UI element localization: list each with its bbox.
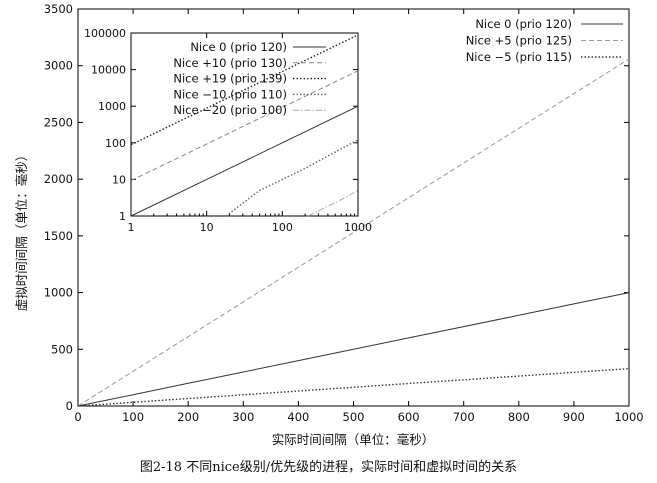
main-series-line-2 bbox=[77, 367, 630, 407]
inset-x-tick-label: 100 bbox=[272, 221, 293, 234]
main-y-tick-label: 3000 bbox=[44, 59, 73, 73]
inset-y-tick-label: 10 bbox=[112, 173, 126, 186]
main-x-axis-title: 实际时间间隔（单位：毫秒） bbox=[272, 432, 435, 447]
main-x-tick-label: 700 bbox=[453, 410, 475, 424]
inset-series-line-0 bbox=[130, 105, 359, 217]
main-x-tick-label: 1000 bbox=[614, 410, 643, 424]
main-lines bbox=[77, 58, 630, 407]
main-x-tick-label: 100 bbox=[122, 410, 144, 424]
main-y-axis-title: 虚拟时间间隔（单位：毫秒） bbox=[14, 149, 29, 312]
main-y-tick-label: 1500 bbox=[44, 229, 73, 243]
main-legend: Nice 0 (prio 120) Nice +5 (prio 125) Nice … bbox=[466, 17, 623, 64]
inset-series-line-1 bbox=[130, 70, 359, 182]
inset-lines bbox=[130, 34, 359, 217]
main-y-tick-label: 3500 bbox=[44, 2, 73, 16]
inset-chart: 1 10 100 1000 1 10 100 1000 10000 100000 Nice 0 (… bbox=[84, 27, 372, 234]
inset-legend-label: Nice −10 (prio 110) bbox=[173, 87, 287, 101]
main-y-tick-label: 1000 bbox=[44, 286, 73, 300]
figure-caption: 图2-18 不同nice级别/优先级的进程，实际时间和虚拟时间的关系 bbox=[139, 460, 518, 475]
inset-x-tick-label: 10 bbox=[200, 221, 214, 234]
inset-series-line-2 bbox=[130, 34, 359, 146]
main-x-tick-label: 500 bbox=[343, 410, 365, 424]
main-series-line-1 bbox=[77, 58, 630, 407]
main-x-tick-label: 0 bbox=[74, 410, 81, 424]
inset-y-tick-label: 1000 bbox=[98, 100, 126, 113]
inset-series-line-4 bbox=[307, 189, 359, 217]
inset-x-tick-label: 1 bbox=[128, 221, 135, 234]
inset-ticks: 1 10 100 1000 1 10 100 1000 10000 100000 bbox=[84, 27, 372, 234]
main-y-tick-label: 2500 bbox=[44, 115, 73, 129]
inset-series-line-3 bbox=[225, 139, 359, 217]
inset-y-tick-label: 100 bbox=[105, 137, 126, 150]
main-y-tick-label: 0 bbox=[66, 399, 73, 413]
inset-y-tick-label: 1 bbox=[119, 210, 126, 223]
inset-x-tick-label: 1000 bbox=[344, 221, 372, 234]
inset-legend-label: Nice 0 (prio 120) bbox=[190, 40, 287, 54]
main-ticks: 0 100 200 300 400 500 600 700 800 900 100005001000… bbox=[44, 2, 644, 424]
main-legend-label: Nice +5 (prio 125) bbox=[466, 34, 572, 48]
main-y-tick-label: 2000 bbox=[44, 172, 73, 186]
inset-legend-label: Nice +10 (prio 130) bbox=[173, 56, 287, 70]
main-x-tick-label: 800 bbox=[508, 410, 530, 424]
main-y-tick-label: 500 bbox=[51, 342, 73, 356]
main-x-tick-label: 300 bbox=[232, 410, 254, 424]
main-x-tick-label: 400 bbox=[287, 410, 309, 424]
inset-y-tick-label: 100000 bbox=[84, 27, 126, 40]
inset-legend-label: Nice −20 (prio 100) bbox=[173, 103, 287, 117]
inset-legend-label: Nice +19 (prio 139) bbox=[173, 72, 287, 86]
main-legend-label: Nice 0 (prio 120) bbox=[475, 17, 572, 31]
main-series-line-0 bbox=[77, 292, 630, 407]
main-x-tick-label: 900 bbox=[563, 410, 585, 424]
main-legend-label: Nice −5 (prio 115) bbox=[466, 50, 572, 64]
main-chart: 0 100 200 300 400 500 600 700 800 900 100005001000… bbox=[14, 2, 644, 447]
inset-legend: Nice 0 (prio 120) Nice +10 (prio 130) Nice… bbox=[173, 40, 326, 117]
inset-y-tick-label: 10000 bbox=[91, 64, 126, 77]
main-x-tick-label: 600 bbox=[398, 410, 420, 424]
main-x-tick-label: 200 bbox=[177, 410, 199, 424]
